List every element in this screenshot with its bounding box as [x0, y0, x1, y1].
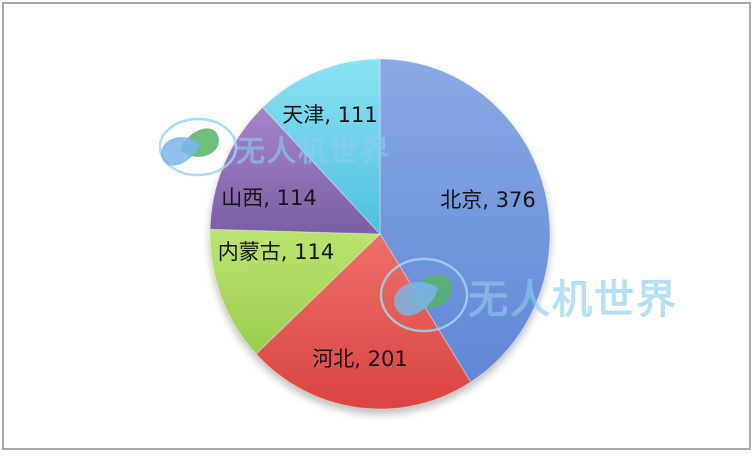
pie-data-label: 天津, 111: [282, 103, 377, 127]
watermark-text: 无人机世界: [236, 134, 391, 168]
watermark-text: 无人机世界: [468, 277, 678, 323]
pie-data-label: 北京, 376: [440, 188, 535, 212]
pie-data-label: 河北, 201: [312, 347, 407, 371]
pie-data-label: 山西, 114: [221, 186, 316, 210]
pie-data-label: 内蒙古, 114: [218, 240, 334, 264]
